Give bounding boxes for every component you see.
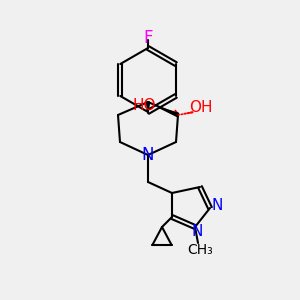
Text: HO: HO [132, 98, 156, 112]
Text: N: N [142, 146, 154, 164]
Text: N: N [191, 224, 203, 239]
Polygon shape [158, 107, 178, 117]
Polygon shape [175, 110, 179, 116]
Text: N: N [211, 199, 223, 214]
Text: OH: OH [189, 100, 213, 116]
Text: CH₃: CH₃ [187, 243, 213, 257]
Text: F: F [143, 29, 153, 47]
Polygon shape [146, 102, 149, 114]
